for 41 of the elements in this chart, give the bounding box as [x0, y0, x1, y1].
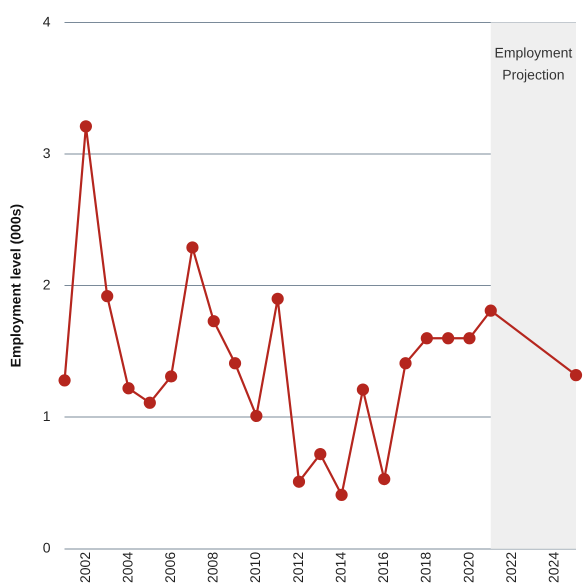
x-tick-label: 2018 [418, 552, 434, 584]
point [208, 315, 220, 328]
y-tick-label: 2 [42, 276, 51, 292]
x-tick-label: 2014 [332, 552, 348, 584]
point [250, 410, 262, 422]
x-tick-label: 2006 [162, 552, 178, 584]
x-tick-label: 2010 [247, 552, 264, 584]
point [292, 476, 306, 488]
x-tick-label: 2020 [460, 552, 476, 584]
point [420, 332, 433, 344]
point [144, 396, 156, 409]
x-tick-label: 2004 [119, 552, 136, 584]
point [165, 370, 178, 383]
x-tick-label: 2024 [546, 552, 562, 584]
point [336, 488, 348, 501]
y-tick-label: 4 [42, 13, 51, 30]
x-tick-label: 2008 [204, 552, 221, 584]
point [356, 384, 370, 396]
x-tick-label: 2002 [76, 552, 93, 584]
x-tick-label: 2022 [502, 552, 519, 584]
y-tick-label: 1 [42, 408, 51, 424]
x-tick-label: 2016 [375, 552, 392, 584]
point [463, 332, 476, 344]
y-tick-label: 0 [42, 540, 51, 556]
band-label: Employment Projection [494, 44, 572, 82]
point [186, 241, 199, 254]
point [314, 448, 326, 460]
point [80, 120, 92, 132]
point [101, 290, 114, 302]
point [378, 473, 390, 486]
point [228, 357, 242, 370]
point [399, 357, 412, 370]
point [122, 382, 135, 394]
y-tick-label: 3 [42, 144, 51, 161]
y-axis-title: Employment level (000s) [7, 204, 24, 368]
x-tick-label: 2012 [290, 552, 306, 584]
point [272, 292, 284, 305]
point [442, 332, 454, 344]
point [58, 374, 71, 386]
point [484, 304, 497, 317]
point [570, 369, 582, 382]
